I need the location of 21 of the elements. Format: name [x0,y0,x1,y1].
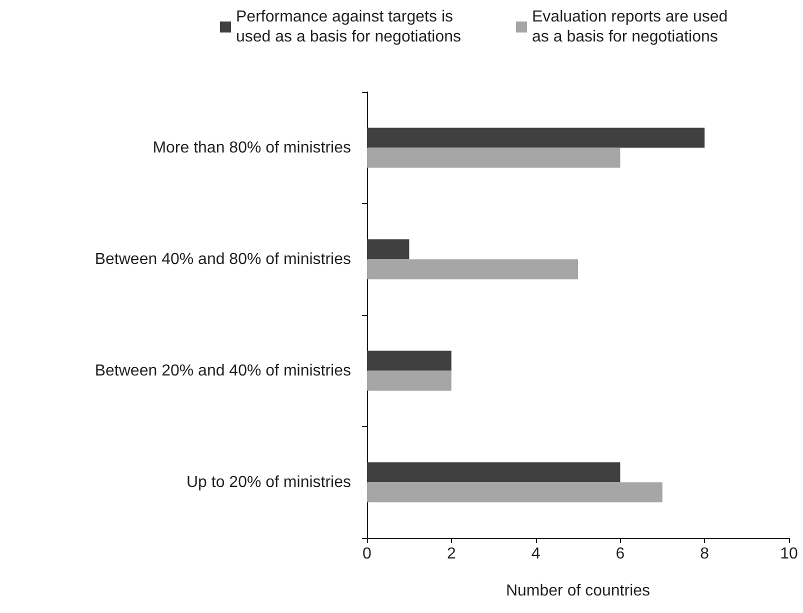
x-tick-label: 0 [362,546,372,562]
x-tick-label: 2 [446,546,456,562]
x-tick-label: 10 [780,546,798,562]
x-tick-label: 8 [700,546,710,562]
bar [367,370,452,391]
y-tick-label: Up to 20% of ministries [186,474,351,491]
bar [367,350,452,371]
y-tick-label: Between 20% and 40% of ministries [94,362,351,380]
x-tick-label: 6 [616,546,625,562]
x-tick-label: 4 [531,546,540,562]
bar [367,259,578,280]
legend-label: Evaluation reports are used as a basis for negotiations [532,8,732,46]
bar [367,148,620,168]
x-axis-title: Number of countries [506,582,650,600]
y-tick-label: More than 80% of ministries [152,139,351,156]
bar [367,239,410,260]
y-tick-label: Between 40% and 80% of ministries [94,250,351,268]
bar [367,128,705,148]
legend-label: Performance against targets is used as a basis for negotiations [236,8,462,46]
bar [367,462,620,482]
bar [367,482,662,502]
